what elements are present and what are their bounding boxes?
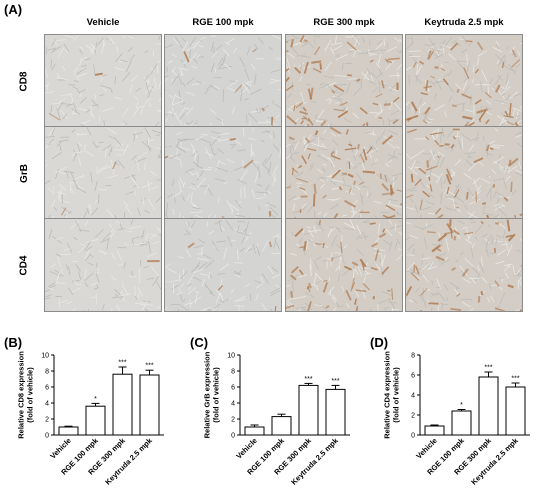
panel-label: (B)	[4, 335, 22, 350]
micrograph-cd4-vehicle	[44, 218, 162, 312]
row-label-grb: GrB	[18, 126, 30, 220]
micrograph-cd8-rge-100	[164, 34, 282, 128]
y-tick-label: 6	[231, 385, 235, 392]
y-tick-label: 0	[411, 433, 415, 440]
y-tick-label: 8	[231, 369, 235, 376]
row-label-cd8-text: CD8	[18, 70, 30, 92]
y-tick-label: 8	[411, 353, 415, 360]
y-tick-label: 4	[231, 401, 235, 408]
micrograph-cd4-keytruda	[405, 218, 523, 312]
bar	[451, 410, 472, 436]
y-tick-label: 2	[231, 417, 235, 424]
y-tick-label: 2	[45, 417, 49, 424]
chart-cd8: (B) Relative CD8 expression(fold of vehic…	[2, 335, 178, 504]
x-tick-label: Vehicle	[234, 436, 259, 461]
y-axis-label: Relative GrB expression(fold of vehicle)	[203, 351, 221, 438]
bar	[58, 426, 79, 436]
bar	[85, 405, 106, 436]
micrograph-cd8-keytruda	[405, 34, 523, 128]
row-label-cd8: CD8	[18, 34, 30, 128]
significance-marker: ***	[484, 365, 492, 372]
micrograph-grb-rge-300	[285, 126, 403, 220]
micrograph-texture	[165, 35, 281, 127]
y-tick-label: 10	[41, 353, 49, 360]
y-tick-label: 6	[45, 385, 49, 392]
micrograph-grb-rge-100	[164, 126, 282, 220]
x-tick-label: Keytruda 2.5 mpk	[103, 435, 154, 486]
column-header-vehicle: Vehicle	[86, 17, 120, 28]
bar	[271, 416, 292, 436]
bar	[112, 373, 133, 436]
bar	[505, 386, 526, 436]
micrograph-texture	[45, 35, 161, 127]
x-tick-label: Keytruda 2.5 mpk	[469, 435, 520, 486]
row-label-cd4-text: CD4	[18, 254, 30, 276]
bar	[139, 374, 160, 436]
micrograph-texture	[406, 127, 522, 219]
bar	[325, 388, 346, 436]
micrograph-texture	[406, 219, 522, 311]
chart-svg: (C)Relative GrB expression(fold of vehic…	[190, 335, 350, 487]
bar	[244, 426, 265, 436]
micrograph-texture	[165, 219, 281, 311]
chart-grb: (C) Relative GrB expression(fold of vehic…	[188, 335, 364, 504]
y-tick-label: 8	[45, 369, 49, 376]
bar	[478, 376, 499, 436]
micrograph-texture	[286, 127, 402, 219]
y-axis-label: Relative CD8 expression(fold of vehicle)	[17, 351, 35, 439]
chart-svg: (D)Relative CD4 expression(fold of vehic…	[370, 335, 530, 487]
micrograph-texture	[286, 219, 402, 311]
micrograph-texture	[165, 127, 281, 219]
micrograph-grb-vehicle	[44, 126, 162, 220]
panel-label: (D)	[370, 335, 388, 350]
bar	[298, 384, 319, 436]
column-header-keytruda: Keytruda 2.5 mpk	[424, 17, 504, 28]
x-tick-label: Keytruda 2.5 mpk	[289, 435, 340, 486]
chart-cd4: (D) Relative CD4 expression(fold of vehic…	[368, 335, 544, 504]
significance-marker: *	[460, 402, 463, 409]
y-tick-label: 0	[45, 433, 49, 440]
x-tick-label: Vehicle	[414, 436, 439, 461]
significance-marker: ***	[304, 376, 312, 383]
micrograph-texture	[45, 219, 161, 311]
significance-marker: ***	[145, 363, 153, 370]
micrograph-cd8-vehicle	[44, 34, 162, 128]
column-header-rge-300: RGE 300 mpk	[313, 17, 375, 28]
column-header-rge-100: RGE 100 mpk	[192, 17, 254, 28]
significance-marker: ***	[118, 360, 126, 367]
chart-svg: (B)Relative CD8 expression(fold of vehic…	[4, 335, 164, 487]
significance-marker: ***	[511, 376, 519, 383]
y-tick-label: 2	[411, 413, 415, 420]
micrograph-grb-keytruda	[405, 126, 523, 220]
micrograph-texture	[45, 127, 161, 219]
y-axis-label: Relative CD4 expression(fold of vehicle)	[383, 351, 401, 439]
y-tick-label: 4	[411, 393, 415, 400]
micrograph-cd8-rge-300	[285, 34, 403, 128]
row-label-cd4: CD4	[18, 218, 30, 312]
x-tick-label: Vehicle	[48, 436, 73, 461]
panel-label-a: (A)	[4, 2, 23, 17]
y-tick-label: 6	[411, 373, 415, 380]
significance-marker: *	[94, 396, 97, 403]
panel-label: (C)	[190, 335, 208, 350]
y-tick-label: 10	[227, 353, 235, 360]
micrograph-texture	[286, 35, 402, 127]
row-label-grb-text: GrB	[18, 163, 30, 183]
micrograph-texture	[406, 35, 522, 127]
bar	[424, 425, 445, 436]
micrograph-cd4-rge-300	[285, 218, 403, 312]
y-tick-label: 4	[45, 401, 49, 408]
y-tick-label: 0	[231, 433, 235, 440]
micrograph-cd4-rge-100	[164, 218, 282, 312]
significance-marker: ***	[331, 378, 339, 385]
